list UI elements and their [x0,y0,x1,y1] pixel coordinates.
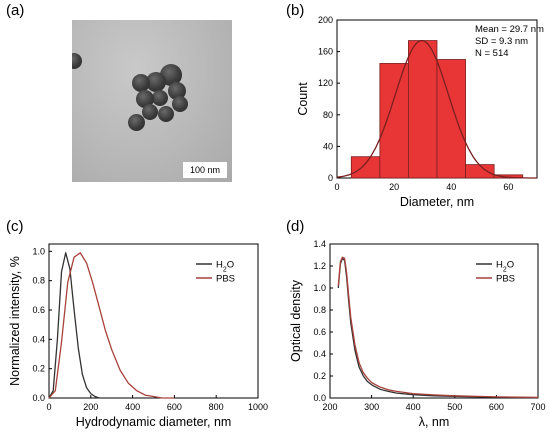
panel-label-d: (d) [286,218,305,235]
x-axis-label: λ, nm [419,415,450,429]
nanoparticle [146,72,166,92]
x-tick-label: 600 [167,402,182,412]
y-axis-label: Normalized intensity, % [8,256,22,386]
series-line-h2o [48,252,104,399]
histogram-bar [379,63,409,179]
nanoparticle [172,96,188,112]
nanoparticle [158,106,174,122]
y-tick-label: 0.2 [313,371,326,381]
nanoparticle [168,82,186,100]
stats-text: N = 514 [475,48,509,59]
y-tick-label: 160 [318,47,333,57]
y-tick-label: 0.0 [313,393,326,403]
x-axis-label: Hydrodynamic diameter, nm [76,415,232,429]
histogram-bar [436,59,466,179]
nanoparticle [132,74,150,92]
nanoparticle [152,90,168,106]
x-tick-label: 20 [389,182,399,192]
panel-label-a: (a) [6,2,25,19]
legend-label: PBS [216,274,235,285]
legend-label: PBS [496,274,515,285]
y-tick-label: 0.4 [32,334,45,344]
nanoparticle [136,90,154,108]
nanoparticle [142,104,158,120]
histogram-panel: 0 20 40 60 0 40 80 120 160 200 Diameter, nm Count Me… [296,15,544,209]
scale-bar-label: 100 nm [183,162,227,178]
plot-frame [329,243,539,399]
absorbance-panel: 200 300 400 500 600 700 0.0 0.2 0.4 0.6 0.8 1.0 1.2 1… [289,239,546,429]
y-tick-label: 0 [328,173,333,183]
x-tick-label: 700 [530,402,545,412]
y-tick-label: 120 [318,78,333,88]
x-axis-label: Diameter, nm [400,195,474,209]
x-tick-label: 200 [83,402,98,412]
y-tick-label: 0.4 [313,349,326,359]
panel-label-b: (b) [286,2,305,19]
gaussian-fit-line [336,39,537,179]
series-line-pbs [48,252,175,399]
nanoparticle [72,53,82,69]
tem-micrograph: 100 nm [72,20,232,182]
y-tick-label: 200 [318,15,333,25]
histogram-bar [408,40,438,179]
y-axis-label: Count [296,82,310,116]
x-tick-label: 400 [125,402,140,412]
y-tick-label: 1.2 [313,261,326,271]
histogram-bar [465,164,495,179]
histogram-bar [350,156,381,179]
series-line-pbs [337,256,539,399]
legend-label: H2O [216,260,234,274]
y-tick-label: 1.0 [313,283,326,293]
x-tick-label: 0 [334,182,339,192]
plot-frame [48,243,259,399]
x-tick-label: 300 [364,402,379,412]
histogram-bar [493,174,524,179]
legend-label: H2O [496,260,514,274]
y-tick-label: 1.0 [32,246,45,256]
stats-text: SD = 9.3 nm [475,36,528,47]
x-tick-label: 0 [46,402,51,412]
y-tick-label: 80 [323,110,333,120]
y-tick-label: 0.8 [313,305,326,315]
y-tick-label: 0.6 [32,305,45,315]
x-tick-label: 800 [209,402,224,412]
y-tick-label: 1.4 [313,239,326,249]
y-tick-label: 0.0 [32,393,45,403]
y-tick-label: 0.6 [313,327,326,337]
x-tick-label: 40 [446,182,456,192]
x-tick-label: 600 [489,402,504,412]
y-tick-label: 40 [323,141,333,151]
stats-text: Mean = 29.7 nm [475,24,544,35]
x-tick-label: 1000 [248,402,268,412]
y-tick-label: 0.8 [32,276,45,286]
x-tick-label: 200 [322,402,337,412]
y-axis-label: Optical density [289,279,303,362]
panel-label-c: (c) [6,218,24,235]
nanoparticle [128,114,145,131]
x-tick-label: 60 [503,182,513,192]
y-tick-label: 0.2 [32,364,45,374]
x-tick-label: 500 [447,402,462,412]
dls-panel: 0 200 400 600 800 1000 0.0 0.2 0.4 0.6 0.8 1.0 Hydro… [8,243,268,429]
x-tick-label: 400 [406,402,421,412]
